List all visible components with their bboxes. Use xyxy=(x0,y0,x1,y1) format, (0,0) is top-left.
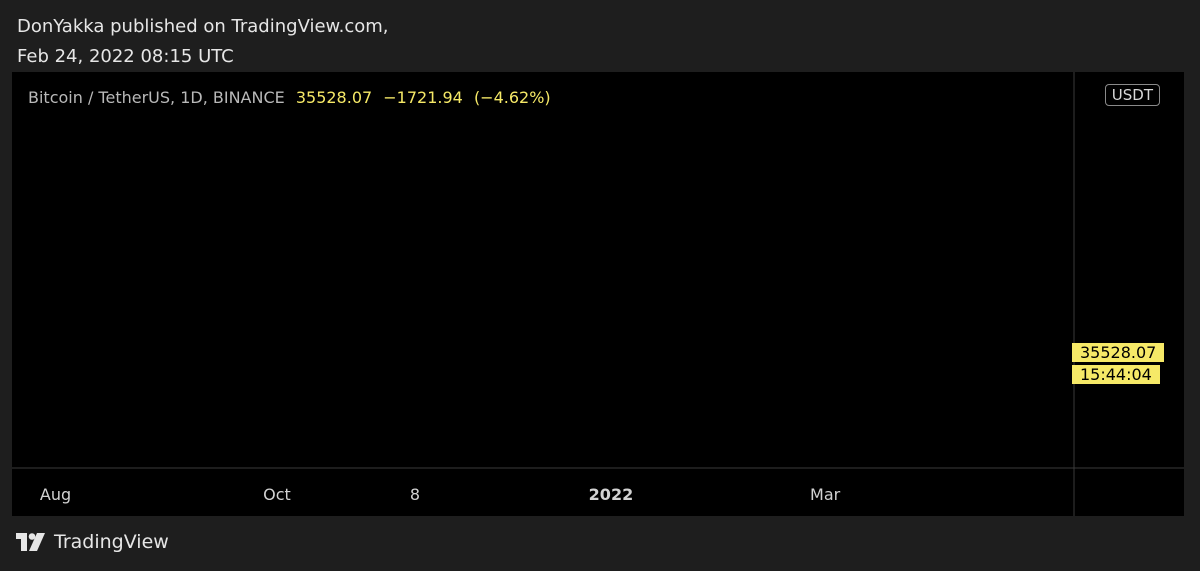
time-axis-tick: Oct xyxy=(263,485,291,504)
current-price-label: 35528.07 xyxy=(1072,343,1165,362)
bar-countdown-label: 15:44:04 xyxy=(1072,365,1160,384)
price-change-value: −1721.94 xyxy=(383,88,463,107)
price-change-percent: (−4.62%) xyxy=(473,88,551,107)
time-axis-tick: 8 xyxy=(410,485,420,504)
symbol-title: Bitcoin / TetherUS, 1D, BINANCE xyxy=(28,88,285,107)
currency-badge[interactable]: USDT xyxy=(1104,84,1160,106)
footer-brand-name: TradingView xyxy=(54,531,169,553)
tradingview-logo-icon xyxy=(16,533,45,551)
last-price-value: 35528.07 xyxy=(295,88,373,107)
chart-panel[interactable]: 70000.0060000.0050000.0042000.0030000.00… xyxy=(12,72,1184,516)
time-axis-tick: Mar xyxy=(810,485,841,504)
symbol-legend: Bitcoin / TetherUS, 1D, BINANCE 35528.07… xyxy=(28,88,557,107)
price-chart[interactable]: 70000.0060000.0050000.0042000.0030000.00… xyxy=(12,72,1184,516)
publisher-line: DonYakka published on TradingView.com, xyxy=(17,16,389,37)
time-axis-tick: 2022 xyxy=(589,485,634,504)
publish-date: Feb 24, 2022 08:15 UTC xyxy=(17,46,234,67)
time-axis-tick: Aug xyxy=(40,485,71,504)
footer-branding[interactable]: TradingView xyxy=(16,531,169,553)
